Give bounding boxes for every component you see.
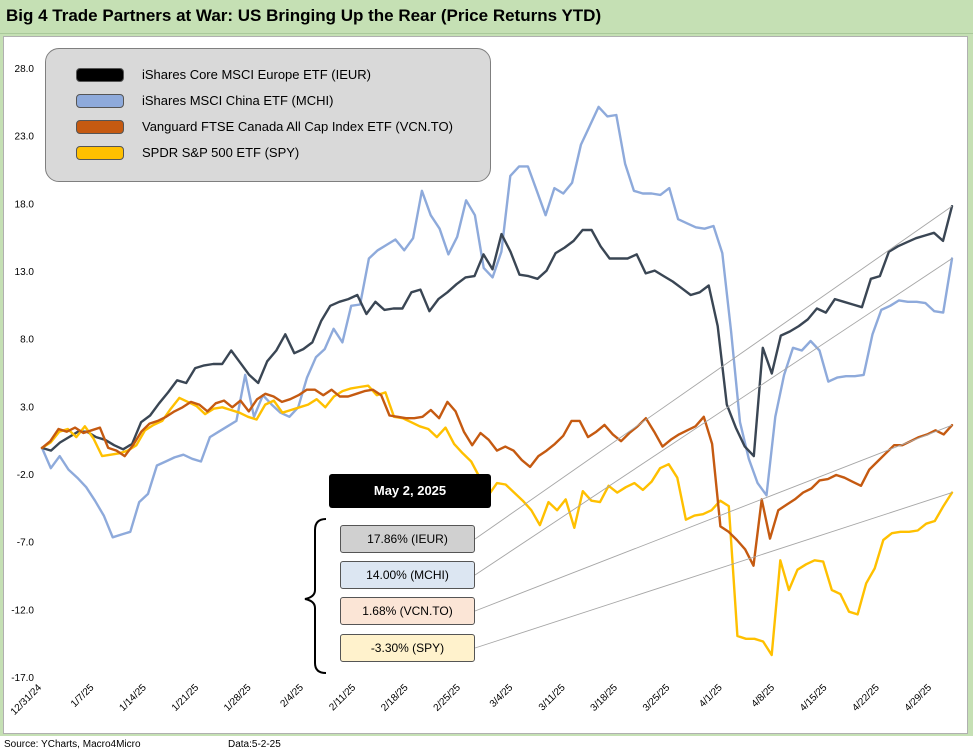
x-tick-label: 12/31/24: [9, 682, 45, 718]
footer-source: Source: YCharts, Macro4Micro: [4, 739, 141, 750]
x-tick-label: 4/1/25: [697, 682, 725, 710]
x-tick-label: 2/4/25: [278, 682, 306, 710]
y-tick-label: 8.0: [20, 335, 34, 346]
series-line-3: [40, 384, 954, 657]
x-tick-label: 3/25/25: [641, 682, 673, 714]
y-tick-label: 13.0: [15, 267, 35, 278]
callout-value-spy: -3.30% (SPY): [340, 634, 475, 662]
callout-value-ieur: 17.86% (IEUR): [340, 525, 475, 553]
y-tick-label: 23.0: [15, 132, 35, 143]
connector-line: [474, 205, 953, 540]
series-line-2: [40, 388, 954, 567]
x-tick-label: 2/25/25: [432, 682, 464, 714]
callout-bracket: [304, 518, 327, 674]
x-tick-label: 1/28/25: [222, 682, 254, 714]
connector-line: [474, 424, 953, 612]
x-tick-label: 1/14/25: [117, 682, 149, 714]
legend: iShares Core MSCI Europe ETF (IEUR) iSha…: [45, 48, 491, 182]
legend-label-spy: SPDR S&P 500 ETF (SPY): [142, 145, 300, 160]
legend-swatch-vcn: [76, 120, 124, 134]
y-tick-label: 28.0: [15, 64, 35, 75]
x-tick-label: 1/7/25: [69, 682, 97, 710]
callout-value-vcn: 1.68% (VCN.TO): [340, 597, 475, 625]
title-bar: Big 4 Trade Partners at War: US Bringing…: [0, 0, 973, 34]
legend-label-ieur: iShares Core MSCI Europe ETF (IEUR): [142, 67, 372, 82]
legend-swatch-mchi: [76, 94, 124, 108]
x-tick-label: 2/11/25: [327, 682, 358, 713]
y-tick-label: -7.0: [17, 538, 35, 549]
x-tick-label: 2/18/25: [379, 682, 411, 714]
y-tick-label: -2.0: [17, 470, 35, 481]
x-tick-label: 3/4/25: [488, 682, 516, 710]
callout-date: May 2, 2025: [329, 474, 491, 508]
y-tick-label: -17.0: [11, 673, 34, 684]
legend-label-mchi: iShares MSCI China ETF (MCHI): [142, 93, 334, 108]
x-tick-label: 1/21/25: [170, 682, 202, 714]
x-tick-label: 4/15/25: [798, 682, 830, 714]
chart-title: Big 4 Trade Partners at War: US Bringing…: [6, 6, 602, 25]
y-tick-label: 18.0: [15, 199, 35, 210]
x-tick-label: 4/8/25: [750, 682, 778, 710]
connector-line: [474, 258, 953, 576]
connector-line: [474, 492, 953, 649]
series-line-1: [40, 105, 954, 539]
legend-swatch-ieur: [76, 68, 124, 82]
callout-value-mchi: 14.00% (MCHI): [340, 561, 475, 589]
series-line-0: [40, 204, 954, 458]
x-tick-label: 3/18/25: [589, 682, 621, 714]
footer-date: Data:5-2-25: [228, 739, 281, 750]
legend-swatch-spy: [76, 146, 124, 160]
x-tick-label: 4/22/25: [850, 682, 882, 714]
y-tick-label: -12.0: [11, 605, 34, 616]
legend-label-vcn: Vanguard FTSE Canada All Cap Index ETF (…: [142, 119, 453, 134]
x-tick-label: 3/11/25: [537, 682, 568, 713]
x-tick-label: 4/29/25: [903, 682, 935, 714]
y-tick-label: 3.0: [20, 402, 34, 413]
